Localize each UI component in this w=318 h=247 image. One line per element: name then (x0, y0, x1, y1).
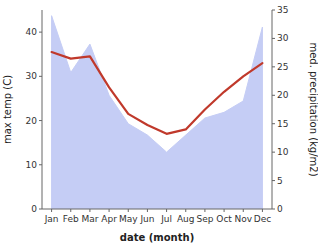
x-tick-mark (204, 209, 205, 212)
precip-area (52, 16, 263, 209)
x-tick: Oct (216, 209, 232, 224)
y2-tick: 15 (272, 119, 288, 129)
x-tick-mark (262, 209, 263, 212)
y-tick-label: 20 (26, 116, 38, 126)
x-tick-mark (224, 209, 225, 212)
x-tick-label: Dec (254, 214, 271, 224)
x-tick: Aug (177, 209, 195, 224)
y2-tick-mark (272, 38, 275, 39)
y2-tick: 30 (272, 33, 289, 43)
y2-tick-label: 25 (277, 62, 288, 72)
plot-area (52, 16, 263, 209)
x-tick-label: Jun (139, 214, 154, 224)
y-tick-label: 40 (26, 27, 38, 37)
y2-tick: 5 (272, 176, 283, 186)
x-tick: Mar (81, 209, 98, 224)
chart: Jan FebMarAprMayJun Jul AugSepOctNovDec date… (0, 0, 318, 247)
y-tick-label: 10 (26, 160, 38, 170)
y2-tick-mark (272, 123, 275, 124)
y-tick: 10 (26, 160, 42, 170)
x-tick: Jan (44, 209, 59, 224)
y-tick-mark (39, 164, 42, 165)
x-tick: Apr (101, 209, 117, 224)
y2-tick: 10 (272, 147, 289, 157)
y-axis-label: max temp (C) (2, 75, 13, 144)
y-tick: 20 (26, 116, 42, 126)
x-tick: Dec (254, 209, 271, 224)
x-tick-label: Mar (81, 214, 98, 224)
y-tick-mark (39, 120, 42, 121)
axes: Jan FebMarAprMayJun Jul AugSepOctNovDec date… (2, 5, 318, 243)
y2-tick-label: 0 (277, 204, 283, 214)
y2-tick-mark (272, 10, 275, 11)
y-tick-label: 0 (31, 204, 37, 214)
y-tick-mark (39, 32, 42, 33)
x-tick-mark (185, 209, 186, 212)
x-tick: Sep (196, 209, 213, 224)
y-tick: 30 (26, 71, 42, 81)
y-tick-mark (39, 209, 42, 210)
x-axis-label: date (month) (120, 232, 194, 243)
y2-axis-label: med. precipitation (kg/m2) (308, 42, 318, 176)
y-tick-mark (39, 76, 42, 77)
x-tick-label: Jan (44, 214, 59, 224)
y2-tick: 25 (272, 62, 288, 72)
x-tick-label: Jul (160, 214, 172, 224)
y2-tick-label: 30 (277, 33, 289, 43)
x-axis-line (42, 209, 272, 210)
x-tick-mark (147, 209, 148, 212)
x-tick-label: Sep (196, 214, 213, 224)
y-tick: 40 (26, 27, 42, 37)
x-tick-mark (89, 209, 90, 212)
x-tick-mark (166, 209, 167, 212)
x-tick-label: May (119, 214, 138, 224)
y2-axis-line (272, 10, 273, 209)
x-tick-mark (51, 209, 52, 212)
x-tick-label: Nov (234, 214, 252, 224)
y2-tick-label: 20 (277, 90, 289, 100)
x-tick-mark (109, 209, 110, 212)
y2-tick: 0 (272, 204, 283, 214)
y2-tick-label: 35 (277, 5, 288, 15)
y2-tick-mark (272, 209, 275, 210)
x-tick: Nov (234, 209, 252, 224)
y-axis-line (42, 10, 43, 209)
y2-tick-mark (272, 180, 275, 181)
x-tick: Jun (139, 209, 154, 224)
y2-tick-mark (272, 95, 275, 96)
y-tick: 0 (31, 204, 42, 214)
y2-tick-mark (272, 66, 275, 67)
y2-tick-label: 15 (277, 119, 288, 129)
x-tick-label: Feb (63, 214, 79, 224)
y2-tick: 20 (272, 90, 289, 100)
x-tick-mark (243, 209, 244, 212)
x-tick-label: Aug (177, 214, 195, 224)
y2-tick: 35 (272, 5, 288, 15)
temp-line (52, 52, 263, 134)
x-tick-label: Apr (101, 214, 117, 224)
y2-tick-label: 5 (277, 176, 283, 186)
x-tick: Feb (63, 209, 79, 224)
y2-tick-mark (272, 152, 275, 153)
x-tick-mark (70, 209, 71, 212)
x-tick-mark (128, 209, 129, 212)
x-tick-label: Oct (216, 214, 232, 224)
chart-container: Jan FebMarAprMayJun Jul AugSepOctNovDec date… (0, 0, 318, 247)
y2-tick-label: 10 (277, 147, 289, 157)
x-tick: Jul (160, 209, 172, 224)
y-tick-label: 30 (26, 71, 38, 81)
x-tick: May (119, 209, 138, 224)
